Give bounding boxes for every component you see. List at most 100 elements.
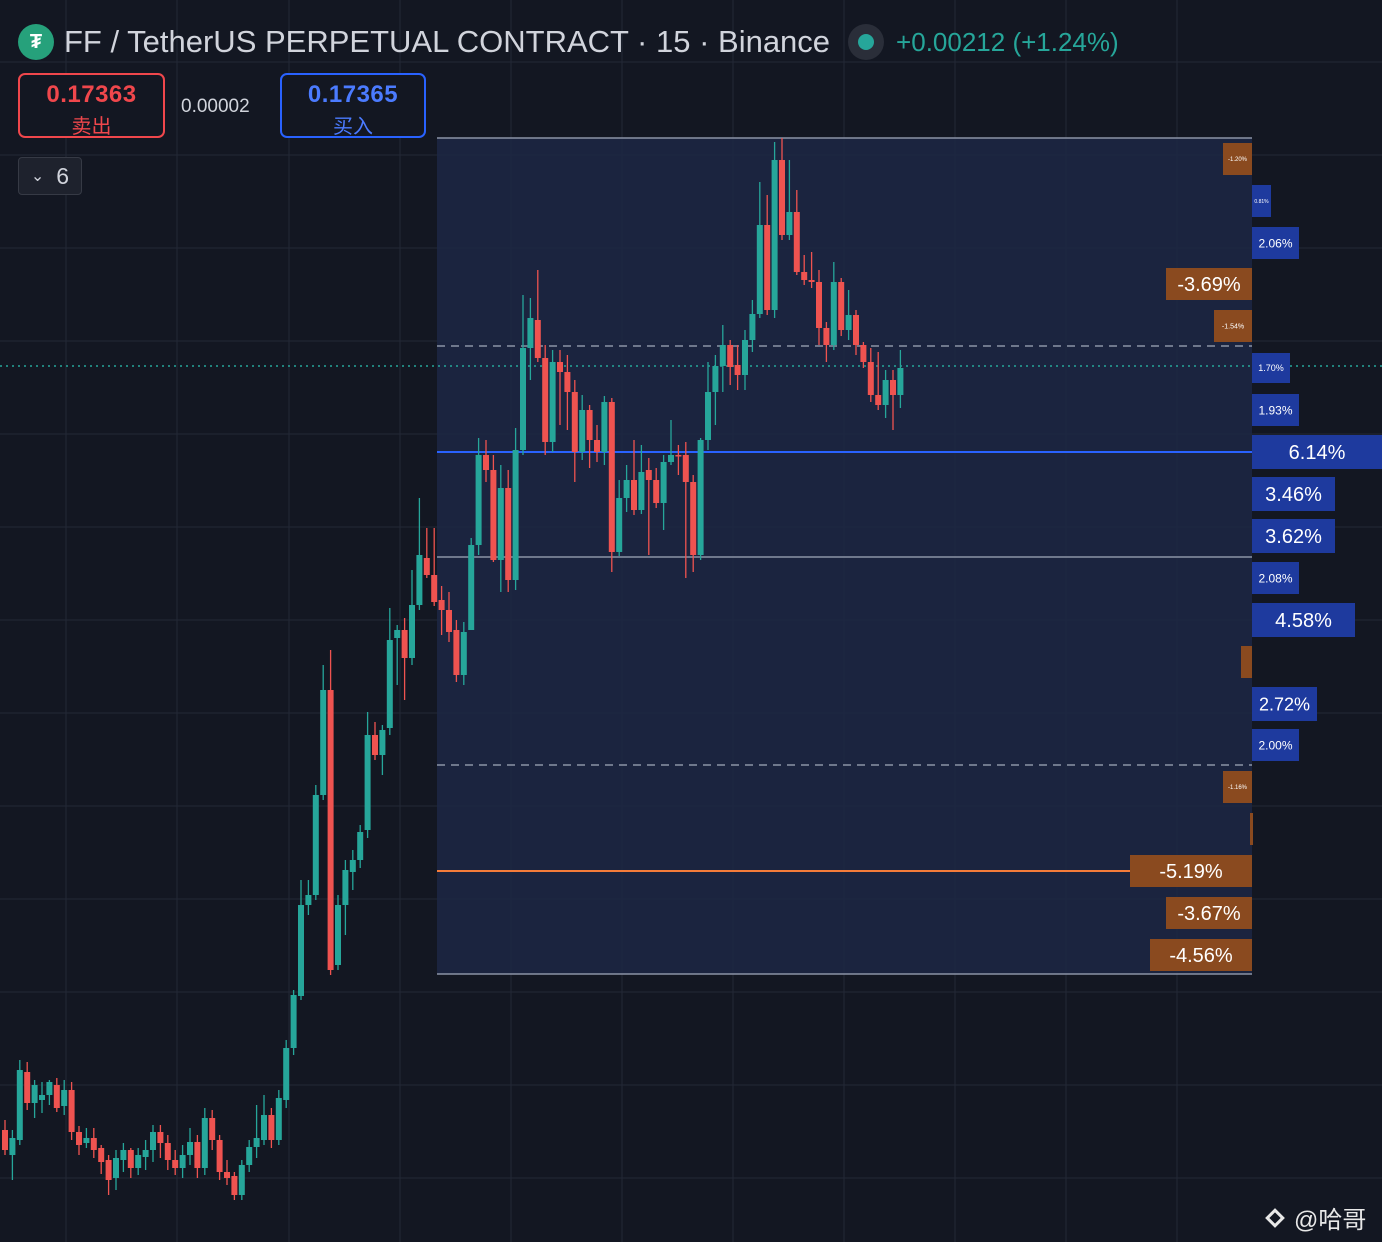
candle-body [579, 410, 586, 452]
candle-body [594, 440, 600, 452]
candle-body [712, 366, 719, 392]
candle-body [749, 314, 756, 340]
candle-body [142, 1150, 149, 1157]
range-zone-fill [437, 138, 1252, 974]
candle-body [490, 470, 497, 560]
tether-logo-icon: ₮ [18, 24, 54, 60]
candle-body [675, 455, 682, 457]
candle-body [431, 575, 438, 602]
level-label-text: 3.46% [1265, 484, 1322, 506]
candle-body [719, 345, 726, 366]
chevron-down-icon: ⌄ [30, 168, 45, 185]
candle-body [135, 1155, 142, 1168]
candle-body [453, 630, 460, 675]
candle-body [742, 340, 748, 375]
level-label-box [1252, 562, 1299, 594]
candle-body [897, 368, 904, 395]
level-label-box [1252, 603, 1355, 637]
level-label-text: 2.08% [1258, 571, 1292, 585]
candle-body [638, 472, 645, 510]
candle-body [31, 1085, 38, 1103]
candle-body [61, 1090, 68, 1106]
candle-body [164, 1143, 171, 1160]
watermark: @哈哥 [1265, 1200, 1366, 1235]
level-label-box [1252, 394, 1299, 426]
candle-body [690, 482, 697, 555]
indicators-collapse-button[interactable]: ⌄ 6 [18, 157, 82, 195]
candle-body [90, 1138, 97, 1150]
candle-body [823, 328, 830, 345]
candle-body [283, 1048, 290, 1100]
candle-body [653, 480, 660, 503]
candle-body [401, 630, 408, 658]
candlestick-series [2, 138, 904, 1200]
candle-body [697, 440, 704, 555]
candle-body [682, 455, 689, 482]
sell-button[interactable]: 0.17363 卖出 [18, 73, 165, 138]
candle-body [460, 632, 467, 675]
candle-body [808, 280, 815, 282]
range-zone [0, 137, 1382, 975]
candle-body [150, 1132, 156, 1150]
candle-body [660, 462, 667, 503]
candle-body [105, 1160, 112, 1180]
candle-body [520, 348, 526, 450]
candle-body [312, 795, 319, 895]
candle-body [853, 315, 859, 345]
sell-price: 0.17363 [46, 81, 137, 108]
market-status-icon[interactable] [848, 24, 885, 60]
symbol-title[interactable]: FF / TetherUS PERPETUAL CONTRACT · 15 · … [64, 24, 831, 59]
candle-body [194, 1142, 201, 1168]
level-label-text: 0.81% [1254, 199, 1269, 205]
status-dot-icon [858, 34, 875, 50]
candle-body [845, 315, 852, 330]
level-labels: -1.20% 0.81% 2.06% -3.69% -1.54% 1.70% 1.93% 6.… [1130, 143, 1382, 971]
indicator-count: 6 [56, 162, 70, 189]
level-label-text: -3.69% [1177, 274, 1241, 296]
candle-body [76, 1132, 82, 1145]
buy-price: 0.17365 [307, 81, 399, 108]
candle-body [320, 690, 327, 795]
level-label-text: -4.56% [1169, 945, 1233, 967]
level-label-box [1252, 477, 1335, 511]
candle-body [468, 545, 475, 630]
level-label-box [1252, 519, 1335, 553]
candle-body [372, 735, 378, 755]
candle-body [298, 905, 304, 996]
candle-body [379, 730, 386, 755]
candle-body [231, 1176, 238, 1195]
candle-body [113, 1158, 119, 1178]
candle-body [290, 995, 297, 1048]
candle-body [549, 362, 556, 442]
candle-body [438, 600, 445, 610]
candle-body [423, 558, 430, 575]
candle-body [727, 345, 734, 367]
binance-diamond-icon [1265, 1207, 1285, 1228]
candle-body [394, 630, 401, 638]
chart-header: ₮ FF / TetherUS PERPETUAL CONTRACT · 15 … [18, 22, 1119, 62]
level-label-box [1252, 687, 1317, 721]
candle-body [268, 1115, 275, 1140]
candle-body [127, 1150, 134, 1168]
buy-button[interactable]: 0.17365 买入 [280, 73, 426, 138]
candle-body [16, 1070, 23, 1140]
candle-body [9, 1138, 16, 1155]
candle-body [305, 895, 312, 905]
level-label-box [1252, 185, 1271, 217]
candle-body [68, 1090, 75, 1132]
candle-body [187, 1142, 193, 1155]
level-label-text: 2.06% [1258, 236, 1292, 250]
candle-body [327, 690, 334, 970]
candle-body [24, 1072, 31, 1103]
candle-body [216, 1140, 223, 1172]
candle-body [601, 402, 608, 452]
candle-body [2, 1130, 8, 1150]
candle-body [860, 345, 867, 362]
spread-value: 0.00002 [181, 96, 250, 117]
level-label-box [1150, 939, 1252, 971]
level-label-text: -1.54% [1222, 324, 1244, 331]
candle-body [668, 455, 674, 462]
candle-body [39, 1095, 45, 1100]
candle-body [201, 1118, 208, 1168]
